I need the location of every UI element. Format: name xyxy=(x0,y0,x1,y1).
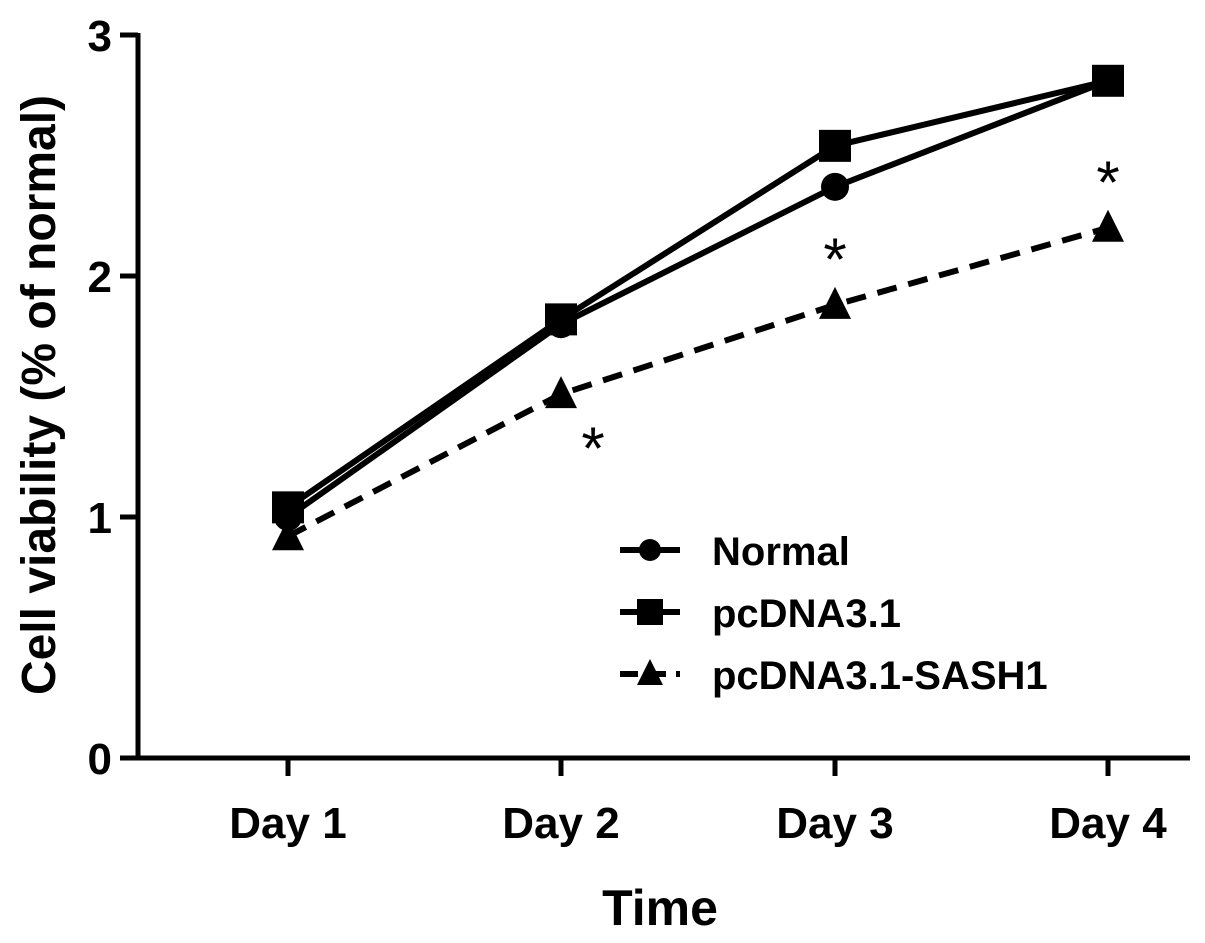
series-line xyxy=(286,77,1110,520)
series-line xyxy=(286,77,1109,510)
axes: 0 1 2 3 Day 1 Day 2 Day 3 Day 4 xyxy=(88,12,1190,848)
triangle-marker xyxy=(637,659,663,685)
series-pcdna3-1 xyxy=(272,64,1124,524)
square-marker xyxy=(637,599,663,625)
triangle-marker xyxy=(1092,209,1124,242)
square-marker xyxy=(272,491,304,524)
triangle-marker xyxy=(545,376,577,409)
legend: Normal pcDNA3.1 pcDNA3.1-SASH1 xyxy=(620,530,1048,698)
legend-item: Normal xyxy=(620,530,850,574)
series-line xyxy=(286,224,1109,539)
series-pcdna3-1-sash1 xyxy=(272,209,1124,551)
y-tick-label: 2 xyxy=(88,253,112,302)
legend-label: pcDNA3.1-SASH1 xyxy=(712,654,1048,698)
square-marker xyxy=(545,303,577,336)
y-tick-label: 3 xyxy=(88,12,112,61)
legend-item: pcDNA3.1-SASH1 xyxy=(620,654,1048,698)
legend-label: Normal xyxy=(712,530,850,574)
series-normal xyxy=(274,66,1122,531)
series-group: * * * xyxy=(272,64,1124,551)
significance-asterisk: * xyxy=(581,415,604,482)
circle-marker xyxy=(639,539,661,561)
legend-label: pcDNA3.1 xyxy=(712,592,901,636)
x-tick-label: Day 1 xyxy=(229,799,346,848)
significance-asterisk: * xyxy=(1096,149,1119,216)
x-tick-label: Day 3 xyxy=(776,799,893,848)
y-tick-label: 0 xyxy=(88,735,112,784)
y-axis-label: Cell viability (% of normal) xyxy=(13,95,66,695)
circle-marker xyxy=(821,172,849,201)
x-tick-label: Day 4 xyxy=(1049,799,1167,848)
significance-asterisk: * xyxy=(823,226,846,293)
triangle-marker xyxy=(819,286,851,319)
square-marker xyxy=(1092,64,1124,97)
x-tick-label: Day 2 xyxy=(502,799,619,848)
square-marker xyxy=(819,129,851,162)
y-tick-label: 1 xyxy=(88,494,112,543)
x-axis-label: Time xyxy=(602,880,718,936)
legend-item: pcDNA3.1 xyxy=(620,592,901,636)
triangle-marker xyxy=(272,518,304,551)
